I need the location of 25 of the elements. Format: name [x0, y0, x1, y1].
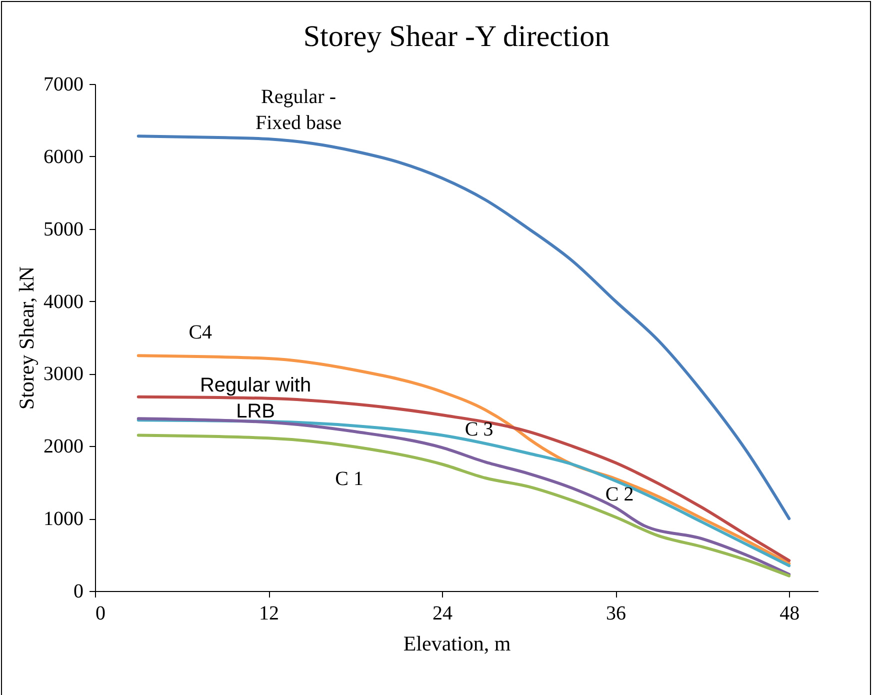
x-tick-label: 0	[96, 602, 106, 624]
x-axis-title: Elevation, m	[403, 632, 511, 656]
line-series	[136, 395, 791, 562]
line-series	[136, 134, 791, 520]
x-tick-label: 24	[432, 602, 453, 624]
y-tick-label: 6000	[44, 146, 84, 168]
y-tick-label: 3000	[44, 363, 84, 386]
chart-title: Storey Shear -Y direction	[303, 20, 610, 53]
series-label: C 3	[464, 418, 494, 440]
y-tick-label: 4000	[44, 290, 84, 313]
y-tick-label: 7000	[44, 74, 84, 96]
series-label: C 2	[605, 484, 634, 506]
line-series	[136, 354, 791, 565]
y-axis-title: Storey Shear, kN	[14, 266, 38, 410]
x-tick-label: 12	[259, 602, 280, 624]
y-tick-label: 5000	[44, 218, 84, 240]
x-tick-label: 36	[606, 602, 626, 624]
y-tick-label: 1000	[44, 508, 84, 530]
y-tick-label: 2000	[44, 436, 84, 458]
x-tick-label: 48	[780, 602, 800, 624]
series-label: C4	[188, 322, 212, 344]
series-label: Regular with LRB	[200, 374, 312, 422]
y-tick-label: 0	[74, 580, 84, 602]
series-label: C 1	[335, 468, 364, 490]
series-label: Regular - Fixed base	[255, 86, 342, 134]
